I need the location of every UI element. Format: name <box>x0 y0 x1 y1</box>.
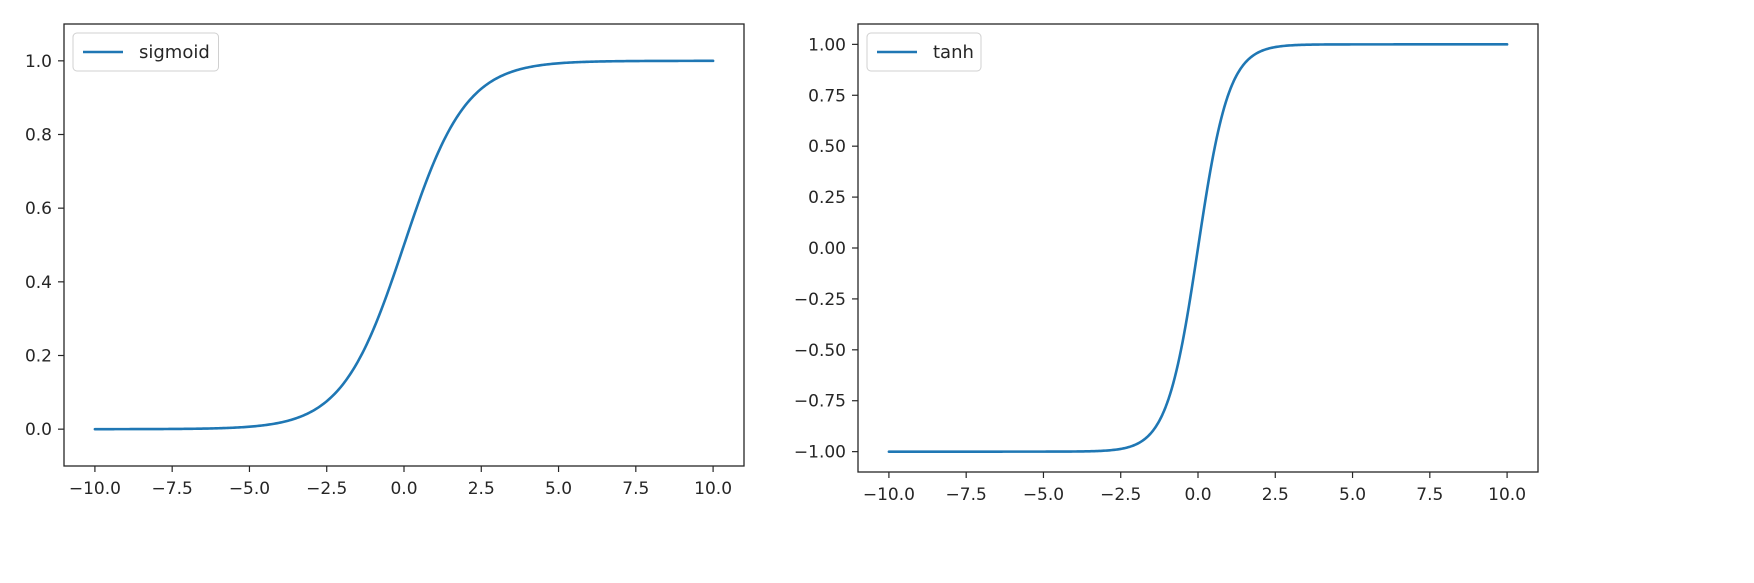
x-tick-label: −10.0 <box>69 479 121 499</box>
y-tick-label: 0.50 <box>808 137 846 157</box>
x-tick-label: 5.0 <box>1339 485 1366 505</box>
x-tick-label: 2.5 <box>468 479 495 499</box>
y-tick-label: 0.6 <box>25 199 52 219</box>
y-tick-label: 0.2 <box>25 347 52 367</box>
x-tick-label: 0.0 <box>390 479 417 499</box>
y-tick-label: 0.4 <box>25 273 52 293</box>
x-tick-label: 0.0 <box>1184 485 1211 505</box>
legend-box <box>866 32 982 72</box>
x-tick-label: −2.5 <box>1100 485 1141 505</box>
y-tick-label: 0.75 <box>808 86 846 106</box>
x-tick-label: 5.0 <box>545 479 572 499</box>
y-tick-label: −0.75 <box>794 392 846 412</box>
x-tick-label: 10.0 <box>1488 485 1526 505</box>
sigmoid-series-line <box>93 59 715 431</box>
x-tick-label: 7.5 <box>622 479 649 499</box>
legend-label: sigmoid <box>139 42 210 63</box>
y-tick-label: 0.00 <box>808 239 846 259</box>
y-tick-label: 0.8 <box>25 126 52 146</box>
x-tick-label: 7.5 <box>1416 485 1443 505</box>
legend-label: tanh <box>933 42 974 63</box>
x-tick-label: −10.0 <box>863 485 915 505</box>
y-tick-label: 0.0 <box>25 420 52 440</box>
x-tick-label: 10.0 <box>694 479 732 499</box>
x-tick-label: −7.5 <box>152 479 193 499</box>
legend: sigmoid <box>72 32 219 72</box>
x-tick-label: −5.0 <box>1023 485 1064 505</box>
x-tick-label: 2.5 <box>1262 485 1289 505</box>
legend-box <box>72 32 219 72</box>
legend: tanh <box>866 32 982 72</box>
x-tick-label: −2.5 <box>306 479 347 499</box>
y-tick-label: 1.00 <box>808 35 846 55</box>
tanh-series-line <box>887 43 1509 453</box>
y-tick-label: 0.25 <box>808 188 846 208</box>
x-tick-label: −7.5 <box>946 485 987 505</box>
tanh-plot: −10.0 −7.5 −5.0 −2.5 0.0 2.5 5.0 7.5 10.0 −1.00 −0… <box>794 23 1539 505</box>
y-tick-label: −1.00 <box>794 443 846 463</box>
y-tick-label: 1.0 <box>25 52 52 72</box>
y-tick-label: −0.50 <box>794 341 846 361</box>
sigmoid-plot: −10.0 −7.5 −5.0 −2.5 0.0 2.5 5.0 7.5 10.0 0.0 0.2 0… <box>25 23 745 499</box>
x-tick-label: −5.0 <box>229 479 270 499</box>
y-tick-label: −0.25 <box>794 290 846 310</box>
